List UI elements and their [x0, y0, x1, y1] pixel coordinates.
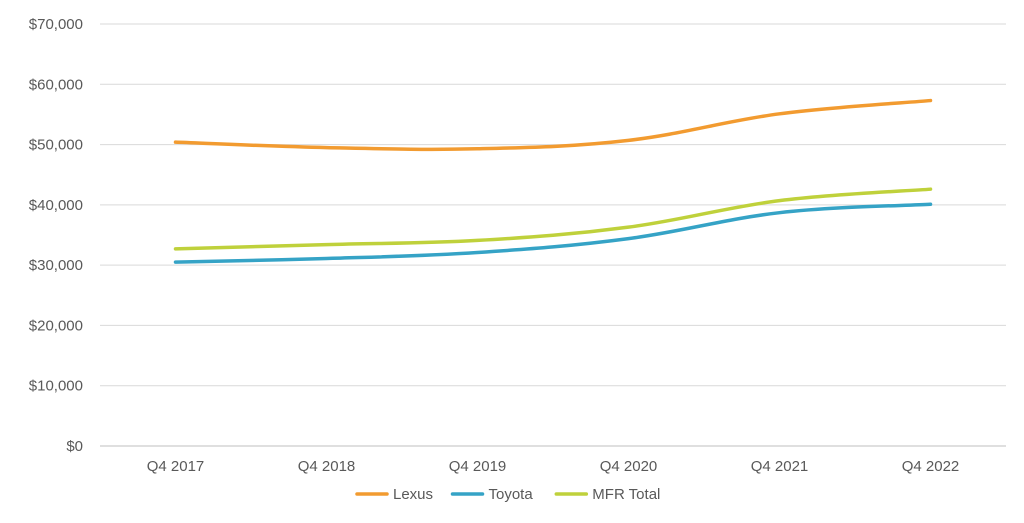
x-tick-label: Q4 2019	[449, 458, 507, 475]
y-tick-label: $40,000	[29, 197, 83, 214]
y-tick-label: $50,000	[29, 137, 83, 154]
x-tick-label: Q4 2022	[902, 458, 960, 475]
x-tick-label: Q4 2018	[298, 458, 356, 475]
legend-item-lexus: Lexus	[355, 486, 433, 503]
y-tick-label: $10,000	[29, 378, 83, 395]
x-tick-label: Q4 2020	[600, 458, 658, 475]
legend-item-toyota: Toyota	[450, 486, 534, 503]
y-tick-label: $30,000	[29, 257, 83, 274]
legend-label: Lexus	[393, 486, 433, 503]
y-axis: $0 $10,000 $20,000 $30,000 $40,000 $50,000 $60…	[29, 16, 83, 455]
series-line-mfr-total	[173, 187, 933, 251]
y-tick-label: $70,000	[29, 16, 83, 33]
legend-label: MFR Total	[592, 486, 660, 503]
y-tick-label: $0	[66, 438, 83, 455]
legend: Lexus Toyota MFR Total	[355, 486, 660, 503]
y-tick-label: $20,000	[29, 317, 83, 334]
x-axis: Q4 2017 Q4 2018 Q4 2019 Q4 2020 Q4 2021 Q4 20…	[147, 458, 960, 475]
x-tick-label: Q4 2021	[751, 458, 809, 475]
legend-label: Toyota	[489, 486, 534, 503]
series-lines	[173, 98, 933, 264]
series-line-toyota	[173, 202, 933, 264]
series-line-lexus	[173, 98, 933, 152]
y-tick-label: $60,000	[29, 76, 83, 93]
x-tick-label: Q4 2017	[147, 458, 205, 475]
legend-item-mfr-total: MFR Total	[554, 486, 660, 503]
